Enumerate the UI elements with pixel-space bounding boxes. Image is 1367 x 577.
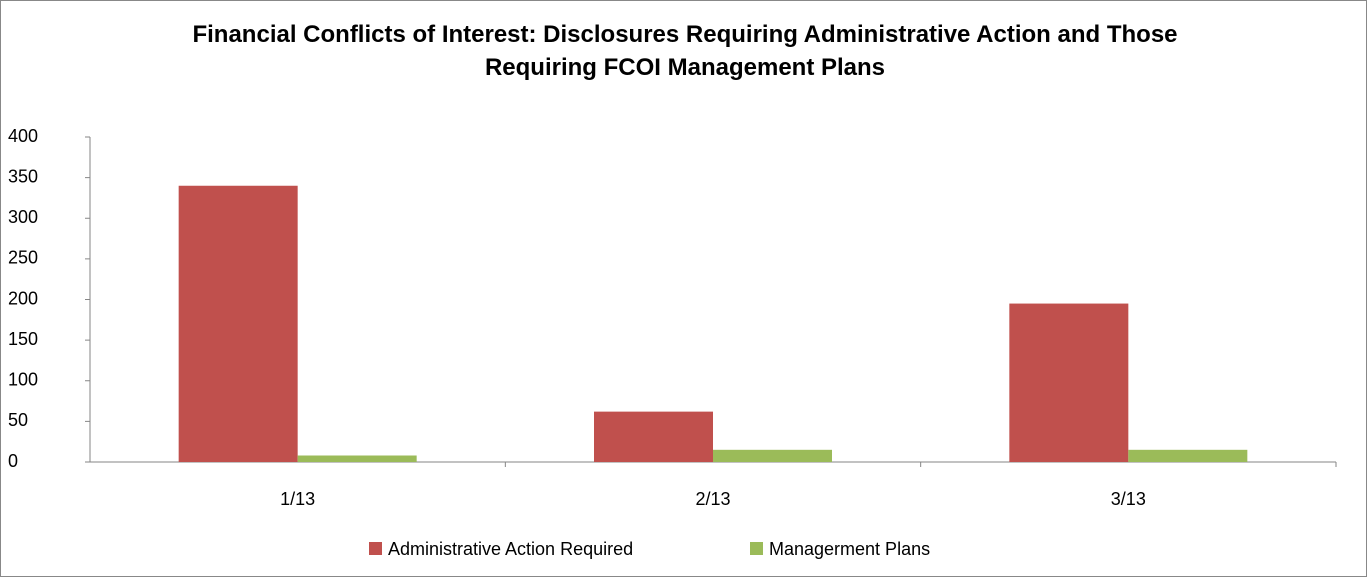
x-tick-label: 2/13 <box>695 489 730 509</box>
bar <box>1009 303 1129 462</box>
y-tick-label: 350 <box>8 166 38 186</box>
x-tick-label: 3/13 <box>1111 489 1146 509</box>
y-tick-label: 0 <box>8 451 18 471</box>
legend-swatch <box>750 542 763 555</box>
legend-label: Managerment Plans <box>769 539 930 559</box>
y-tick-label: 50 <box>8 410 28 430</box>
bar <box>713 449 832 462</box>
bar <box>1128 449 1248 462</box>
y-tick-label: 400 <box>8 126 38 146</box>
bar <box>594 411 713 462</box>
y-tick-label: 150 <box>8 329 38 349</box>
legend-swatch <box>369 542 382 555</box>
y-tick-label: 200 <box>8 288 38 308</box>
y-tick-label: 100 <box>8 370 38 390</box>
x-tick-label: 1/13 <box>280 489 315 509</box>
y-tick-label: 250 <box>8 248 38 268</box>
bar <box>178 185 298 462</box>
chart-title: Financial Conflicts of Interest: Disclos… <box>192 21 1178 81</box>
legend-label: Administrative Action Required <box>388 539 633 559</box>
y-tick-label: 300 <box>8 207 38 227</box>
bar <box>297 455 417 462</box>
